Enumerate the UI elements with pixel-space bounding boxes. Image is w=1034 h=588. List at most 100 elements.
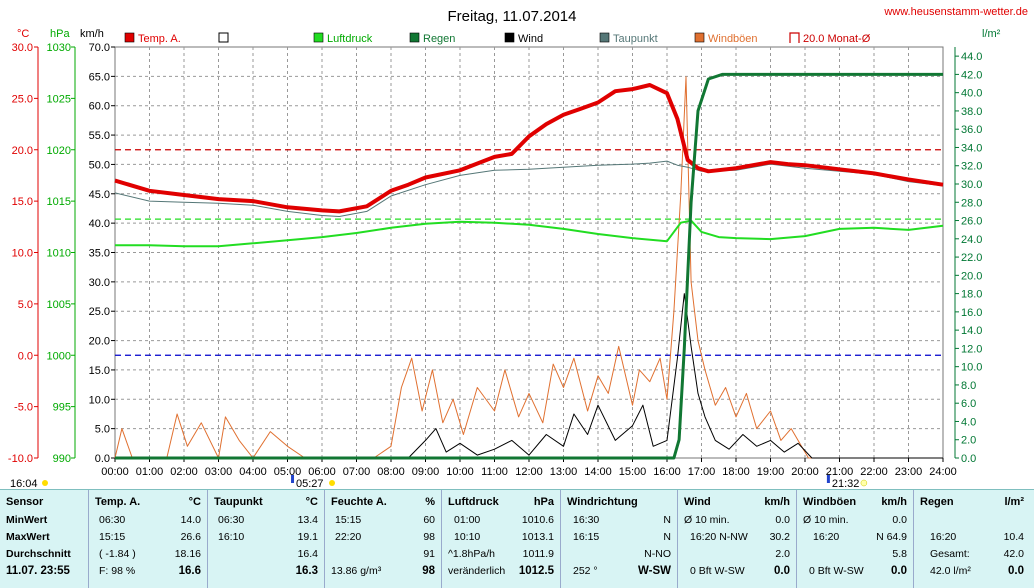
windrichtung-degrees: 252 ° bbox=[573, 565, 598, 577]
kmh-unit-label: km/h bbox=[80, 28, 104, 40]
luftdruck-current: 1012.5 bbox=[518, 565, 554, 577]
rain-tick-label: 8.0 bbox=[961, 380, 976, 392]
regen-header: Regen bbox=[920, 496, 954, 508]
rain-tick-label: 16.0 bbox=[961, 307, 982, 319]
taupunkt-min-time: 06:30 bbox=[218, 514, 245, 526]
avg-row-label: Durchschnitt bbox=[6, 548, 71, 560]
regen-total-note: 42.0 l/m² bbox=[930, 565, 971, 577]
wind-header: Wind bbox=[684, 496, 711, 508]
legend-swatch bbox=[599, 32, 610, 43]
time-tick-label: 09:00 bbox=[412, 466, 440, 478]
stats-windrichtung-column: Windrichtung 16:30 N 16:15 N N-NO 252 ° W-S… bbox=[561, 490, 677, 588]
legend-label: Windböen bbox=[708, 33, 758, 45]
rain-tick-label: 0.0 bbox=[961, 453, 976, 465]
rain-tick-label: 40.0 bbox=[961, 88, 982, 100]
rain-tick-label: 28.0 bbox=[961, 197, 982, 209]
time-tick-label: 04:00 bbox=[239, 466, 267, 478]
time-tick-label: 05:00 bbox=[274, 466, 302, 478]
time-tick-label: 03:00 bbox=[205, 466, 233, 478]
legend-swatch bbox=[313, 32, 324, 43]
moon-icon bbox=[860, 479, 868, 487]
rain-tick-label: 20.0 bbox=[961, 270, 982, 282]
windboeen-current: 0.0 bbox=[891, 565, 907, 577]
hpa-tick-label: 1020 bbox=[47, 145, 71, 157]
legend: Temp. A. Luftdruck Regen Wind Taupunkt Windbö… bbox=[124, 32, 871, 45]
stats-wind-column: Wind km/h Ø 10 min. 0.0 16:20 N-NW 30.2 2.0… bbox=[678, 490, 796, 588]
kmh-tick-label: 40.0 bbox=[89, 218, 110, 230]
taupunkt-max-value: 19.1 bbox=[297, 531, 318, 543]
series-tempa bbox=[114, 83, 944, 214]
windboeen-max-value: N 64.9 bbox=[876, 531, 907, 543]
time-markers: 16:04 05:27 21:32 bbox=[10, 475, 868, 489]
kmh-tick-label: 20.0 bbox=[89, 336, 110, 348]
luftdruck-tendency: veränderlich bbox=[448, 565, 506, 577]
kmh-tick-label: 50.0 bbox=[89, 159, 110, 171]
kmh-tick-label: 15.0 bbox=[89, 365, 110, 377]
temp-avg-value: 18.16 bbox=[174, 548, 201, 560]
time-tick-label: 14:00 bbox=[584, 466, 612, 478]
rain-tick-label: 32.0 bbox=[961, 161, 982, 173]
regen-current: 0.0 bbox=[1008, 565, 1024, 577]
taupunkt-avg-value: 16.4 bbox=[297, 548, 318, 560]
min-row-label: MinWert bbox=[6, 514, 48, 526]
windboeen-avg10-value: 0.0 bbox=[892, 514, 907, 526]
rain-tick-label: 38.0 bbox=[961, 106, 982, 118]
temp-min-time: 06:30 bbox=[99, 514, 126, 526]
temp-avg-note: ( -1.84 ) bbox=[99, 548, 136, 560]
rain-tick-label: 10.0 bbox=[961, 362, 982, 374]
feuchte-unit: % bbox=[425, 496, 435, 508]
column-divider bbox=[324, 490, 325, 588]
legend-label: Luftdruck bbox=[327, 33, 373, 45]
stats-windboeen-column: Windböen km/h Ø 10 min. 0.0 16:20 N 64.9 5.… bbox=[797, 490, 913, 588]
taupunkt-header: Taupunkt bbox=[214, 496, 263, 508]
regen-max-time: 16:20 bbox=[930, 531, 957, 543]
rain-tick-label: 44.0 bbox=[961, 51, 982, 63]
temp-tick-label: 25.0 bbox=[12, 93, 33, 105]
kmh-tick-label: 25.0 bbox=[89, 306, 110, 318]
column-divider bbox=[913, 490, 914, 588]
sunset-icon bbox=[826, 475, 830, 483]
kmh-tick-label: 45.0 bbox=[89, 189, 110, 201]
wind-beaufort: 0 Bft W-SW bbox=[690, 565, 745, 577]
time-tick-label: 10:00 bbox=[446, 466, 474, 478]
regen-unit: l/m² bbox=[1004, 496, 1024, 508]
hpa-tick-label: 1010 bbox=[47, 248, 71, 260]
column-divider bbox=[796, 490, 797, 588]
chart-title: Freitag, 11.07.2014 bbox=[448, 8, 577, 25]
time-tick-label: 08:00 bbox=[377, 466, 405, 478]
time-tick-label: 07:00 bbox=[343, 466, 371, 478]
site-url[interactable]: www.heusenstamm-wetter.de bbox=[884, 6, 1028, 18]
rain-tick-label: 34.0 bbox=[961, 142, 982, 154]
time-tick-label: 02:00 bbox=[170, 466, 198, 478]
axes: 30.0 25.0 20.0 15.0 10.0 5.0 0.0 -5.0 -10.0 1030 1… bbox=[8, 42, 983, 478]
legend-label: Taupunkt bbox=[613, 33, 658, 45]
temp-tick-label: 10.0 bbox=[12, 248, 33, 260]
legend-swatch bbox=[409, 32, 420, 43]
stats-luftdruck-column: Luftdruck hPa 01:00 1010.6 10:10 1013.1 ^1.… bbox=[442, 490, 560, 588]
feuchte-max-time: 22:20 bbox=[335, 531, 362, 543]
time-tick-label: 18:00 bbox=[722, 466, 750, 478]
windboeen-max-time: 16:20 bbox=[813, 531, 840, 543]
time-tick-label: 15:00 bbox=[619, 466, 647, 478]
time-tick-label: 19:00 bbox=[757, 466, 785, 478]
luftdruck-min-value: 1010.6 bbox=[521, 514, 554, 526]
stats-regen-column: Regen l/m² 16:20 10.4 Gesamt: 42.0 42.0 l/m… bbox=[914, 490, 1030, 588]
kmh-tick-label: 10.0 bbox=[89, 394, 110, 406]
time-tick-label: 23:00 bbox=[895, 466, 923, 478]
kmh-tick-label: 70.0 bbox=[89, 42, 110, 54]
kmh-tick-label: 30.0 bbox=[89, 277, 110, 289]
rain-tick-label: 30.0 bbox=[961, 179, 982, 191]
taupunkt-min-value: 13.4 bbox=[297, 514, 318, 526]
luftdruck-min-time: 01:00 bbox=[454, 514, 481, 526]
hpa-tick-label: 1000 bbox=[47, 350, 71, 362]
temp-max-value: 26.6 bbox=[180, 531, 201, 543]
sun-icon bbox=[329, 480, 336, 486]
regen-max-value: 10.4 bbox=[1003, 531, 1024, 543]
time-tick-label: 00:00 bbox=[101, 466, 129, 478]
windrichtung-current: W-SW bbox=[638, 565, 671, 577]
hpa-tick-label: 990 bbox=[53, 453, 71, 465]
series-layer bbox=[114, 72, 944, 460]
hpa-unit-label: hPa bbox=[50, 28, 70, 40]
temp-min-value: 14.0 bbox=[180, 514, 201, 526]
kmh-tick-label: 65.0 bbox=[89, 71, 110, 83]
